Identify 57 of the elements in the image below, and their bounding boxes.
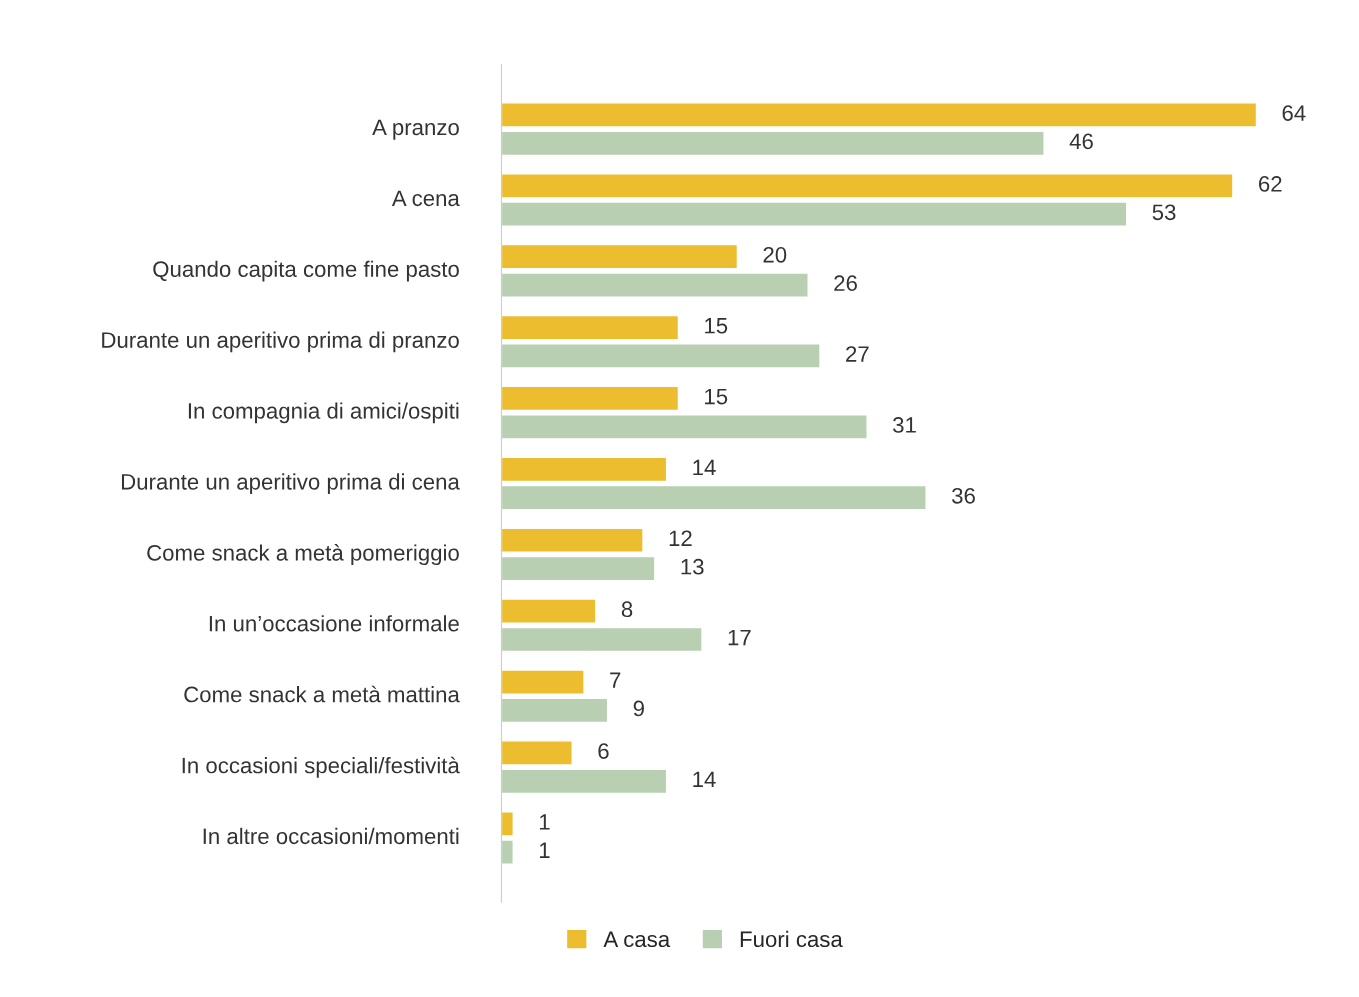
data-label: 53: [1152, 204, 1176, 221]
y-tick-label: In un’occasione informale: [209, 615, 459, 632]
bar: [501, 484, 927, 511]
data-label: 20: [763, 246, 787, 263]
bar: [501, 555, 656, 582]
data-label: 12: [669, 530, 692, 546]
y-tick-label: A pranzo: [372, 119, 459, 140]
y-tick-label: In compagnia di amici/ospiti: [188, 402, 459, 424]
data-label: 15: [705, 388, 728, 405]
bar: [501, 343, 821, 369]
bar: [501, 130, 1045, 157]
y-tick-label: A cena: [391, 190, 460, 207]
data-label: 26: [834, 275, 857, 292]
bar: [501, 414, 868, 440]
bar: [501, 839, 514, 865]
data-label: 1: [539, 814, 550, 830]
legend-label: Fuori casa: [740, 930, 843, 948]
data-label: 15: [705, 318, 728, 334]
bar: [501, 697, 609, 724]
y-tick-label: In altre occasioni/momenti: [203, 827, 459, 845]
bar: [501, 314, 680, 341]
data-label: 64: [1282, 105, 1306, 121]
y-tick-label: Come snack a metà mattina: [184, 685, 460, 703]
bar: [501, 768, 668, 795]
y-tick-label: Quando capita come fine pasto: [153, 260, 459, 282]
bar: [501, 626, 703, 653]
data-label: 9: [633, 700, 644, 717]
data-label: 17: [728, 629, 751, 646]
bar: [501, 102, 1258, 128]
data-label: 62: [1259, 176, 1282, 192]
y-tick-label: Come snack a metà pomeriggio: [147, 544, 459, 566]
data-label: 46: [1069, 133, 1093, 150]
bar: [501, 740, 573, 766]
data-label: 6: [598, 743, 609, 759]
bar: [501, 669, 585, 695]
legend-label: A casa: [603, 931, 671, 948]
data-label: 36: [952, 487, 975, 504]
data-label: 1: [539, 842, 550, 858]
y-tick-label: In occasioni speciali/festività: [182, 756, 460, 778]
data-label: 31: [893, 417, 916, 433]
y-tick-label: Durante un aperitivo prima di cena: [121, 473, 460, 495]
bar: [501, 527, 644, 554]
y-tick-label: Durante un aperitivo prima di pranzo: [102, 331, 459, 353]
bar: [501, 243, 739, 270]
data-label: 8: [621, 601, 633, 618]
data-label: 14: [693, 459, 716, 476]
bar: [501, 173, 1234, 199]
data-label: 13: [681, 558, 704, 575]
data-label: 27: [846, 346, 869, 362]
bar: [501, 811, 514, 837]
bar: [501, 598, 597, 624]
bar: [501, 385, 680, 412]
bar: [501, 272, 809, 298]
bar: [501, 201, 1128, 227]
data-label: 14: [693, 771, 716, 788]
bar: [501, 456, 668, 483]
data-label: 7: [610, 672, 621, 688]
